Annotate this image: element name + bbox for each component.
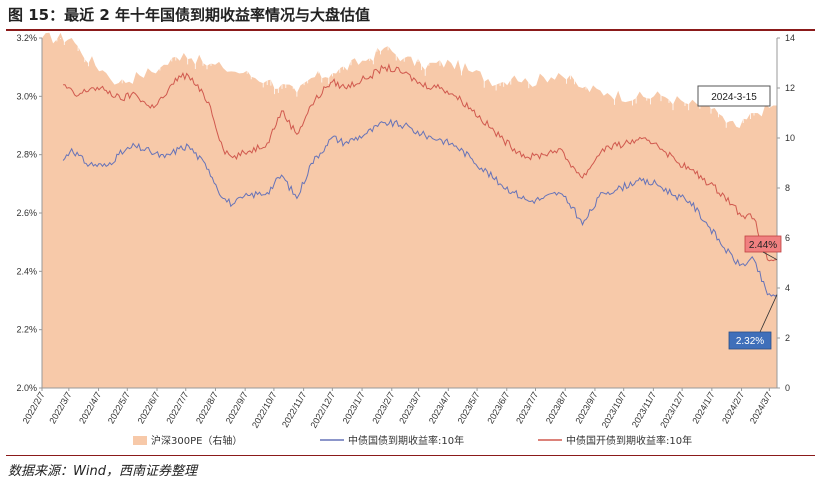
pe-area-series	[42, 32, 777, 389]
x-tick-label: 2023/1/7	[341, 390, 367, 425]
date-annotation-text: 2024-3-15	[711, 92, 757, 103]
x-tick-label: 2023/2/7	[370, 390, 396, 425]
x-tick-label: 2024/3/7	[748, 390, 774, 425]
x-tick-label: 2022/6/7	[136, 390, 162, 425]
left-tick-label: 3.0%	[16, 91, 37, 101]
source-note: 数据来源：Wind，西南证券整理	[8, 464, 197, 479]
title-rule	[6, 29, 815, 31]
x-tick-label: 2023/3/7	[397, 390, 423, 425]
x-tick-label: 2024/2/7	[720, 390, 746, 425]
right-tick-label: 14	[785, 33, 795, 43]
left-tick-label: 2.8%	[16, 150, 37, 160]
gov-yield-pointer	[759, 294, 778, 333]
cdb-yield-label-text: 2.44%	[749, 240, 777, 251]
date-annotation-box	[697, 85, 771, 107]
x-tick-label: 2022/9/7	[224, 390, 250, 425]
x-tick-label: 2022/7/7	[164, 390, 190, 425]
x-tick-label: 2022/11/7	[280, 390, 308, 429]
figure-title: 图 15：最近 2 年十年国债到期收益率情况与大盘估值	[8, 6, 370, 24]
line-series-cdb-bond-10y	[63, 63, 778, 262]
x-tick-label: 2023/10/7	[600, 390, 629, 430]
x-tick-label: 2022/8/7	[194, 390, 220, 425]
x-tick-label: 2022/5/7	[106, 390, 132, 425]
x-tick-label: 2023/6/7	[485, 390, 511, 425]
gov-yield-label-box	[728, 331, 772, 350]
x-tick-label: 2023/8/7	[544, 390, 570, 425]
right-tick-label: 0	[785, 383, 790, 393]
x-tick-label: 2023/12/7	[658, 390, 687, 430]
x-tick-label: 2023/4/7	[427, 390, 453, 425]
right-tick-label: 6	[785, 233, 790, 243]
x-tick-label: 2022/2/7	[21, 390, 47, 425]
right-tick-label: 2	[785, 333, 790, 343]
left-tick-label: 2.0%	[16, 383, 37, 393]
right-tick-label: 12	[785, 83, 795, 93]
x-tick-label: 2023/7/7	[514, 390, 540, 425]
x-tick-label: 2022/3/7	[47, 390, 73, 425]
x-tick-label: 2023/11/7	[630, 390, 658, 429]
left-tick-label: 2.2%	[16, 325, 37, 335]
legend-label: 沪深300PE（右轴）	[151, 434, 242, 447]
gov-yield-label-text: 2.32%	[736, 336, 764, 347]
legend-label: 中债国开债到期收益率:10年	[566, 434, 692, 447]
legend-swatch-pe	[133, 436, 147, 445]
x-tick-label: 2023/5/7	[456, 390, 482, 425]
annotations: 2024-3-15 2.44% 2.32%	[697, 85, 782, 350]
left-tick-label: 2.6%	[16, 208, 37, 218]
right-tick-label: 8	[785, 183, 790, 193]
line-series-gov-bond-10y	[62, 118, 778, 297]
bottom-rule	[6, 455, 815, 456]
x-tick-label: 2022/10/7	[250, 390, 279, 430]
plot-area	[41, 32, 778, 389]
right-tick-label: 10	[785, 133, 795, 143]
chart-area: 2.0% 2.2% 2.4% 2.6% 2.8% 3.0% 3.2% 0 2 4 6 8 10 12 14 2…	[16, 32, 795, 447]
legend: 沪深300PE（右轴） 中债国债到期收益率:10年 中债国开债到期收益率:10年	[133, 434, 692, 447]
cdb-yield-pointer	[762, 251, 778, 261]
x-tick-label: 2022/4/7	[77, 390, 103, 425]
left-tick-label: 3.2%	[16, 33, 37, 43]
left-tick-label: 2.4%	[16, 266, 37, 276]
right-tick-label: 4	[785, 283, 790, 293]
x-tick-label: 2023/9/7	[573, 390, 599, 425]
legend-label: 中债国债到期收益率:10年	[348, 434, 464, 447]
x-tick-label: 2022/12/7	[308, 390, 337, 430]
x-tick-label: 2024/1/7	[690, 390, 716, 425]
